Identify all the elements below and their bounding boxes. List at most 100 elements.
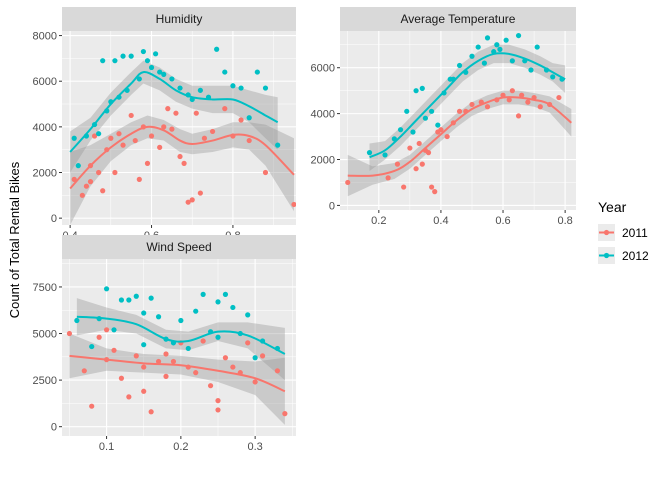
data-point-2011 <box>163 373 169 379</box>
data-point-2011 <box>556 94 562 101</box>
x-tick-label: 0.2 <box>371 215 386 227</box>
data-point-2011 <box>200 338 206 344</box>
legend-point-swatch <box>603 229 610 236</box>
y-tick-label: 4000 <box>33 122 57 134</box>
data-point-2011 <box>170 358 177 365</box>
data-point-2012 <box>141 310 147 316</box>
data-point-2012 <box>252 355 258 361</box>
series-layer <box>66 286 288 425</box>
data-point-2011 <box>112 169 118 176</box>
data-point-2011 <box>222 106 228 112</box>
data-point-2012 <box>222 291 229 297</box>
data-point-2012 <box>75 163 81 169</box>
data-point-2011 <box>245 340 251 346</box>
data-point-2011 <box>126 394 132 400</box>
legend-entry-2011: 2011 <box>598 224 648 241</box>
data-point-2011 <box>282 411 288 417</box>
data-point-2012 <box>534 44 540 50</box>
data-point-2012 <box>419 85 425 91</box>
data-point-2011 <box>141 388 147 394</box>
data-point-2012 <box>404 108 410 114</box>
confidence-band-2011 <box>69 333 285 425</box>
data-point-2011 <box>262 169 269 176</box>
data-point-2011 <box>108 135 114 141</box>
data-point-2012 <box>155 314 162 320</box>
y-tick-label: 2000 <box>311 155 335 167</box>
data-point-2012 <box>481 60 487 66</box>
panel-average-temperature: Average Temperature 0.2 0.4 0.6 0.8 0 2000 4000… <box>311 7 576 227</box>
panel-wind-speed: Wind Speed 0.1 0.2 0.3 0 2500 5000 7500 <box>33 235 296 453</box>
smooth-line-2012 <box>76 315 286 355</box>
data-point-2011 <box>118 375 125 381</box>
data-point-2011 <box>177 153 183 160</box>
data-point-2012 <box>509 58 515 64</box>
data-point-2011 <box>111 347 117 353</box>
x-tick-label: 0.2 <box>173 441 188 453</box>
data-point-2011 <box>173 110 179 116</box>
data-point-2012 <box>140 48 146 55</box>
data-point-2011 <box>79 192 85 198</box>
smooth-line-2012 <box>69 71 279 153</box>
data-point-2011 <box>133 353 139 359</box>
data-point-2012 <box>153 51 159 57</box>
data-point-2012 <box>410 129 416 135</box>
data-point-2012 <box>550 74 556 80</box>
data-point-2012 <box>238 85 244 91</box>
smooth-line-2011 <box>69 125 295 190</box>
data-point-2012 <box>112 58 118 64</box>
data-point-2012 <box>126 297 132 303</box>
data-point-2012 <box>246 115 252 121</box>
strip-humidity <box>62 7 296 31</box>
data-point-2012 <box>469 53 475 59</box>
data-point-2012 <box>141 342 147 348</box>
y-tick-label: 8000 <box>33 31 57 43</box>
data-point-2012 <box>128 53 134 59</box>
data-point-2011 <box>252 379 258 385</box>
data-point-2012 <box>528 67 534 73</box>
data-point-2011 <box>215 398 221 404</box>
data-point-2011 <box>222 355 229 361</box>
legend: Year 2011 2012 <box>598 199 649 264</box>
y-tick-label: 6000 <box>311 63 335 75</box>
legend-label: 2012 <box>622 249 649 263</box>
data-point-2012 <box>185 345 191 352</box>
data-point-2011 <box>291 201 296 208</box>
legend-entries: 2011 2012 <box>598 224 649 264</box>
data-point-2011 <box>87 179 94 185</box>
data-point-2011 <box>148 409 154 415</box>
y-tick-label: 0 <box>51 422 57 434</box>
confidence-band-2012 <box>70 60 278 173</box>
confidence-band-2012 <box>369 44 566 171</box>
data-point-2011 <box>215 407 221 413</box>
data-point-2011 <box>71 176 77 182</box>
data-point-2011 <box>128 112 134 119</box>
data-point-2012 <box>215 299 221 305</box>
data-point-2011 <box>238 117 244 123</box>
x-tick-label: 0.6 <box>495 215 510 227</box>
x-tick-label: 0.3 <box>247 441 262 453</box>
y-tick-label: 4000 <box>311 109 335 121</box>
data-point-2012 <box>96 131 102 137</box>
x-tick-label: 0.1 <box>99 441 114 453</box>
data-point-2011 <box>96 169 102 176</box>
data-point-2011 <box>444 133 450 140</box>
data-point-2011 <box>469 101 475 108</box>
strip-title: Humidity <box>156 12 203 26</box>
data-point-2012 <box>120 53 126 59</box>
confidence-band-2011 <box>70 115 294 225</box>
data-point-2012 <box>422 115 428 121</box>
data-point-2012 <box>475 44 481 50</box>
smooth-line-2011 <box>69 354 286 393</box>
x-tick-label: 0.4 <box>433 215 448 227</box>
data-point-2012 <box>456 62 463 69</box>
data-point-2012 <box>89 343 95 350</box>
legend-title: Year <box>598 199 627 215</box>
data-point-2011 <box>66 330 73 337</box>
data-point-2011 <box>132 137 138 144</box>
data-point-2012 <box>215 334 221 340</box>
data-point-2012 <box>366 150 373 156</box>
data-point-2011 <box>189 197 195 203</box>
data-point-2011 <box>230 364 236 370</box>
data-point-2012 <box>177 85 183 91</box>
data-point-2011 <box>163 351 169 357</box>
